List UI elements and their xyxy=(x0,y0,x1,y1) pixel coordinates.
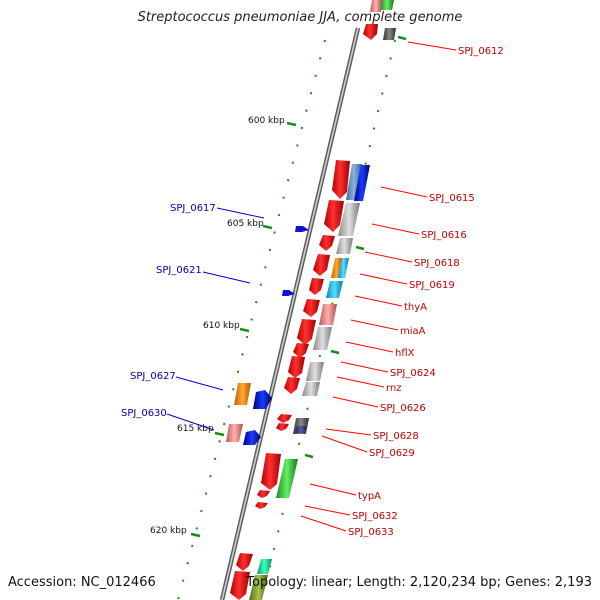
forward-gene-labels: SPJ_0612 SPJ_0615 SPJ_0616 SPJ_0618 SPJ_… xyxy=(348,46,504,538)
kbp-scale: 600 kbp 605 kbp 610 kbp 615 kbp 620 kbp xyxy=(150,35,407,538)
kbp-label-620: 620 kbp xyxy=(150,526,187,536)
reverse-gene-labels: SPJ_0617 SPJ_0621 SPJ_0627 SPJ_0630 xyxy=(121,203,216,419)
kbp-label-605: 605 kbp xyxy=(227,219,264,229)
colored-strand-features xyxy=(249,0,396,600)
gene-label-spj0617: SPJ_0617 xyxy=(170,203,216,214)
gene-label-spj0633: SPJ_0633 xyxy=(348,527,394,538)
genome-axis xyxy=(219,27,361,600)
gene-label-hflx: hflX xyxy=(395,348,415,359)
gene-label-spj0627: SPJ_0627 xyxy=(130,371,176,382)
gene-label-spj0619: SPJ_0619 xyxy=(409,280,455,291)
map-title: Streptococcus pneumoniae JJA, complete g… xyxy=(137,10,463,25)
kbp-label-600: 600 kbp xyxy=(248,116,285,126)
reverse-strand-features xyxy=(226,226,309,445)
gene-label-spj0616: SPJ_0616 xyxy=(421,230,467,241)
gene-label-spj0630: SPJ_0630 xyxy=(121,408,167,419)
gene-label-typa: typA xyxy=(358,491,381,502)
kbp-label-610: 610 kbp xyxy=(203,321,240,331)
gene-label-spj0629: SPJ_0629 xyxy=(369,448,415,459)
label-leader-lines xyxy=(166,41,457,532)
kbp-label-615: 615 kbp xyxy=(177,424,214,434)
accession-text: Accession: NC_012466 xyxy=(8,575,156,590)
gene-label-spj0628: SPJ_0628 xyxy=(373,431,419,442)
outer-left-guide xyxy=(177,39,326,600)
gene-label-spj0626: SPJ_0626 xyxy=(380,403,426,414)
topology-text: Topology: linear; Length: 2,120,234 bp; … xyxy=(246,575,592,590)
gene-label-spj0621: SPJ_0621 xyxy=(156,265,202,276)
gene-label-spj0615: SPJ_0615 xyxy=(429,193,475,204)
red-strand-features xyxy=(230,24,378,600)
gene-label-spj0612: SPJ_0612 xyxy=(458,46,504,57)
gene-label-rnz: rnz xyxy=(386,383,402,394)
gene-label-spj0624: SPJ_0624 xyxy=(390,368,436,379)
gene-label-thya: thyA xyxy=(404,302,427,313)
gene-label-miaa: miaA xyxy=(400,326,426,337)
gene-label-spj0632: SPJ_0632 xyxy=(352,511,398,522)
gene-label-spj0618: SPJ_0618 xyxy=(414,258,460,269)
